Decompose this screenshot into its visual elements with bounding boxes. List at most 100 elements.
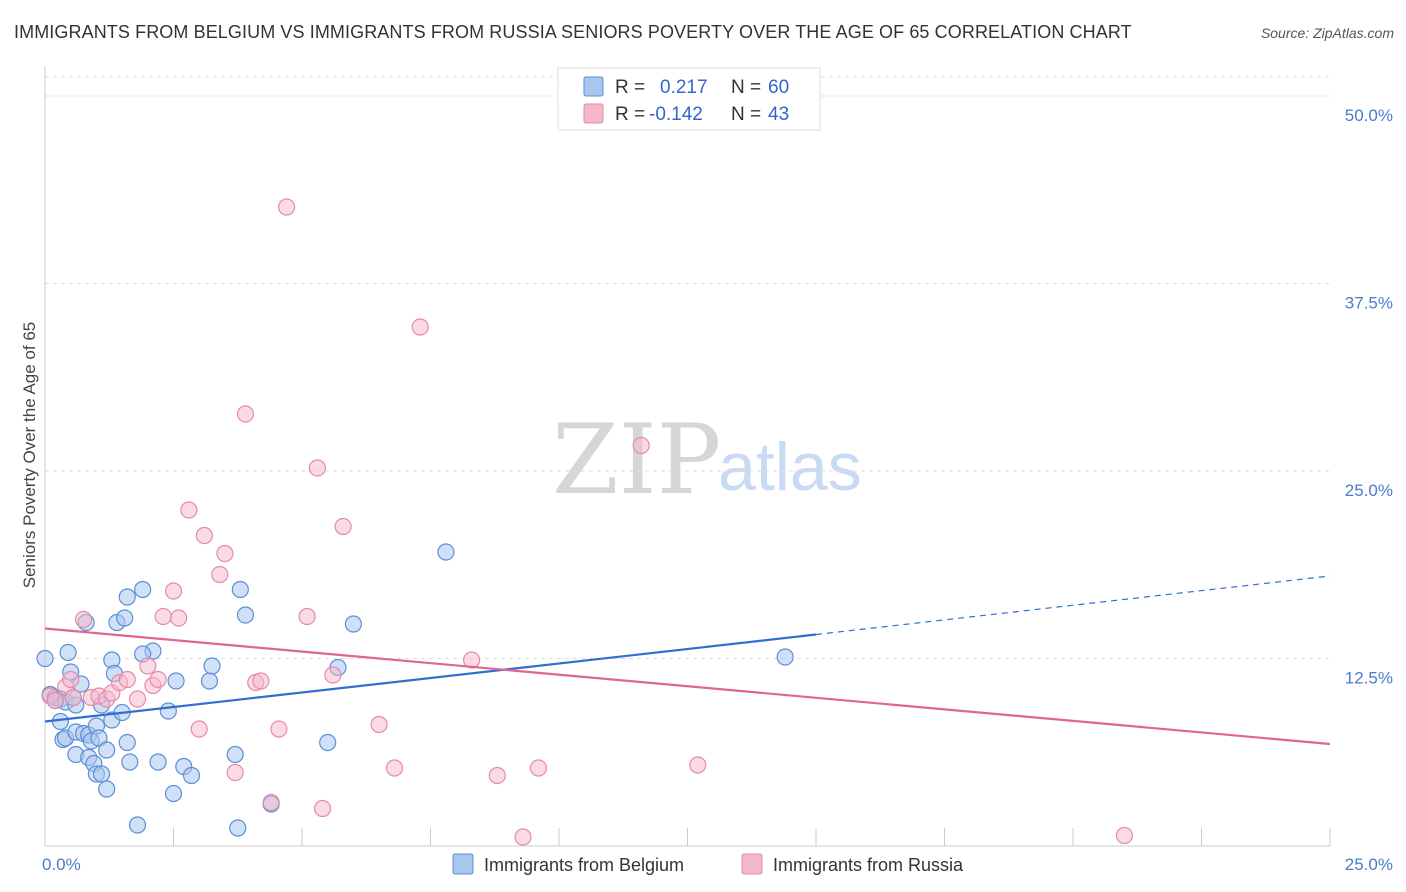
legend-n-value-russia: 43: [768, 104, 789, 125]
russia-point-3: [62, 670, 80, 689]
russia-point-37: [385, 759, 404, 777]
russia-point-31: [298, 607, 316, 626]
trend-lines: [44, 575, 1331, 746]
belgium-point-47: [236, 606, 255, 624]
belgium-point-23: [92, 765, 111, 783]
belgium-point-44: [203, 657, 221, 675]
russia-point-34: [324, 666, 342, 684]
russia-point-28: [262, 793, 280, 812]
x-tick-label-0: 0.0%: [42, 855, 81, 874]
y-tick-label-3: 50.0%: [1345, 106, 1393, 125]
belgium-point-38: [159, 702, 177, 720]
y-tick-label-2: 37.5%: [1345, 294, 1393, 313]
y-tick-labels: 12.5% 25.0% 37.5% 50.0%: [1345, 106, 1393, 688]
russia-point-13: [139, 657, 157, 675]
chart-title: IMMIGRANTS FROM BELGIUM VS IMMIGRANTS FR…: [14, 22, 1132, 42]
belgium-point-37: [149, 753, 167, 771]
belgium-point-29: [121, 753, 139, 771]
legend-n-label-belgium: N =: [731, 77, 761, 98]
y-tick-label-1: 25.0%: [1345, 481, 1393, 500]
legend-r-label-belgium: R =: [615, 77, 645, 98]
belgium-point-46: [231, 580, 249, 599]
russia-point-43: [632, 436, 650, 455]
russia-point-19: [180, 501, 198, 519]
belgium-point-28: [118, 733, 136, 752]
russia-point-17: [164, 582, 183, 600]
grid: [45, 76, 1330, 659]
russia-point-44: [689, 756, 707, 774]
russia-point-1: [46, 691, 64, 710]
trend-line-belgium-extension: [815, 575, 1331, 636]
bottom-legend-label-russia: Immigrants from Russia: [773, 855, 964, 875]
bottom-legend-swatch-russia: [741, 853, 763, 875]
russia-point-18: [170, 609, 188, 627]
belgium-point-35: [134, 580, 152, 599]
belgium-point-26: [98, 741, 116, 759]
belgium-point-24: [98, 780, 116, 798]
watermark-zip: ZIP: [552, 404, 721, 516]
belgium-point-39: [164, 784, 183, 803]
russia-point-29: [270, 720, 288, 738]
x-tick-labels: 0.0% 25.0%: [42, 855, 1393, 874]
bottom-legend: Immigrants from Belgium Immigrants from …: [452, 853, 964, 875]
belgium-point-55: [229, 819, 247, 837]
belgium-point-5: [59, 643, 77, 662]
legend-swatch-russia: [583, 103, 604, 124]
legend-swatch-belgium: [583, 76, 604, 97]
y-tick-label-0: 12.5%: [1345, 669, 1393, 688]
axes: [44, 66, 1331, 847]
legend-n-label-russia: N =: [731, 104, 761, 125]
watermark-atlas: atlas: [718, 429, 862, 505]
watermark: ZIP atlas: [552, 404, 862, 516]
russia-point-20: [190, 720, 208, 738]
russia-point-35: [334, 517, 352, 536]
russia-point-12: [128, 690, 147, 708]
belgium-point-34: [118, 588, 136, 606]
russia-point-42: [529, 759, 548, 777]
russia-point-32: [313, 799, 332, 818]
legend-r-value-russia: -0.142: [649, 104, 703, 125]
russia-point-45: [1115, 826, 1134, 845]
y-axis-title: Seniors Poverty Over the Age of 65: [20, 322, 39, 588]
russia-point-22: [211, 565, 229, 584]
russia-point-16: [154, 607, 172, 626]
russia-point-38: [411, 318, 429, 336]
russia-point-36: [370, 715, 388, 734]
bottom-legend-swatch-belgium: [452, 853, 474, 875]
russia-point-30: [277, 198, 296, 216]
legend-r-value-belgium: 0.217: [660, 77, 708, 98]
russia-point-40: [488, 766, 506, 785]
belgium-point-0: [36, 649, 54, 668]
russia-point-4: [64, 688, 82, 707]
russia-point-5: [74, 610, 93, 629]
trend-line-russia: [44, 627, 1331, 746]
russia-point-39: [463, 651, 481, 669]
bottom-legend-label-belgium: Immigrants from Belgium: [484, 855, 684, 875]
x-tick-label-1: 25.0%: [1345, 855, 1393, 874]
belgium-point-52: [437, 543, 455, 561]
legend-r-label-russia: R =: [615, 104, 645, 125]
russia-point-23: [216, 544, 234, 563]
belgium-point-18: [90, 729, 108, 747]
belgium-point-42: [182, 766, 201, 785]
russia-point-41: [514, 828, 532, 846]
belgium-point-51: [344, 615, 362, 633]
russia-point-21: [195, 526, 213, 545]
russia-point-24: [226, 763, 244, 782]
series-russia-points: [41, 198, 1134, 846]
russia-point-15: [149, 670, 167, 689]
russia-point-33: [308, 459, 327, 477]
trend-line-belgium: [44, 633, 817, 723]
belgium-point-53: [776, 648, 794, 666]
belgium-point-49: [319, 733, 337, 752]
legend: R = 0.217 N = 60 R = -0.142 N = 43: [557, 67, 821, 131]
belgium-point-40: [167, 672, 185, 690]
legend-n-value-belgium: 60: [768, 77, 789, 98]
belgium-point-54: [128, 816, 147, 834]
belgium-point-45: [226, 745, 244, 764]
source-label: Source: ZipAtlas.com: [1260, 25, 1394, 41]
russia-point-27: [252, 672, 270, 690]
belgium-point-33: [116, 609, 134, 627]
belgium-point-43: [200, 672, 219, 690]
